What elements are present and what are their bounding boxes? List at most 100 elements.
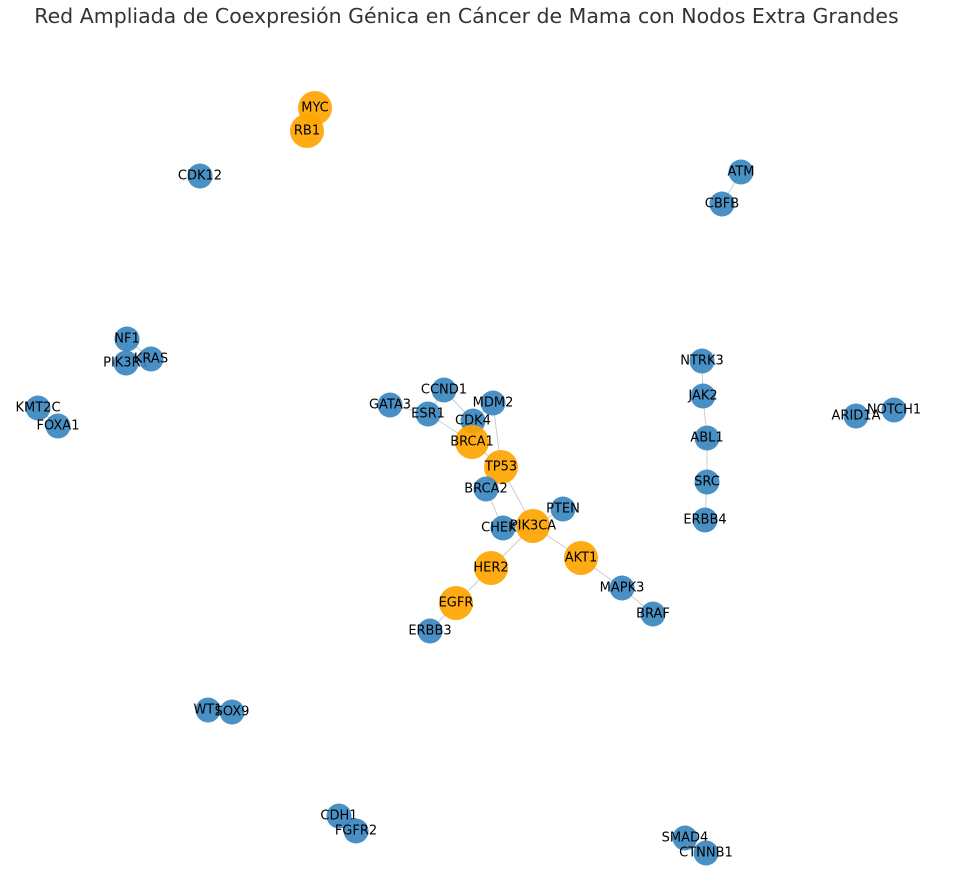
node-label-pik3ca: PIK3CA xyxy=(510,519,557,534)
node-label-src: SRC xyxy=(694,475,720,490)
node-cbfb: CBFB xyxy=(705,191,739,217)
node-circle-smad4 xyxy=(672,825,698,851)
node-label-rb1: RB1 xyxy=(294,124,320,139)
node-label-ccnd1: CCND1 xyxy=(421,383,467,398)
node-circle-rb1 xyxy=(290,114,324,148)
node-circle-brca2 xyxy=(473,476,499,502)
node-circle-cdh1 xyxy=(326,803,352,829)
node-circle-pik3ca xyxy=(516,509,550,543)
node-label-myc: MYC xyxy=(301,101,329,116)
node-kmt2c: KMT2C xyxy=(15,395,61,421)
node-label-chek2: CHEK2 xyxy=(481,521,525,536)
node-wt1: WT1 xyxy=(193,697,223,723)
node-circle-egfr xyxy=(439,586,473,620)
node-smad4: SMAD4 xyxy=(662,825,709,851)
node-egfr: EGFR xyxy=(439,586,474,620)
node-akt1: AKT1 xyxy=(564,541,598,575)
node-label-jak2: JAK2 xyxy=(687,389,717,404)
node-notch1: NOTCH1 xyxy=(867,397,921,423)
node-gata3: GATA3 xyxy=(369,392,411,418)
node-circle-atm xyxy=(728,159,754,185)
node-circle-ntrk3 xyxy=(689,348,715,374)
node-mapk3: MAPK3 xyxy=(600,575,645,601)
node-label-kmt2c: KMT2C xyxy=(15,401,60,416)
node-label-mdm2: MDM2 xyxy=(473,396,514,411)
node-circle-src xyxy=(694,469,720,495)
node-circle-kras xyxy=(138,346,164,372)
node-src: SRC xyxy=(694,469,720,495)
node-label-erbb3: ERBB3 xyxy=(408,624,451,639)
node-circle-chek2 xyxy=(490,515,516,541)
node-circle-arid1a xyxy=(843,403,869,429)
node-label-kras: KRAS xyxy=(134,352,168,367)
node-circle-sox9 xyxy=(219,699,245,725)
node-label-ntrk3: NTRK3 xyxy=(680,354,724,369)
node-circle-pik3r1 xyxy=(113,350,139,376)
node-label-pik3r1: PIK3R1 xyxy=(103,356,149,371)
node-label-erbb4: ERBB4 xyxy=(683,513,726,528)
node-circle-erbb3 xyxy=(417,618,443,644)
node-nf1: NF1 xyxy=(114,326,140,352)
node-sox9: SOX9 xyxy=(215,699,249,725)
node-label-smad4: SMAD4 xyxy=(662,831,709,846)
node-label-tp53: TP53 xyxy=(484,460,517,475)
node-label-nf1: NF1 xyxy=(114,332,139,347)
node-pik3ca: PIK3CA xyxy=(510,509,557,543)
node-label-braf: BRAF xyxy=(636,607,670,622)
node-label-pten: PTEN xyxy=(546,502,580,517)
node-circle-mdm2 xyxy=(480,390,506,416)
node-circle-pten xyxy=(550,496,576,522)
node-label-arid1a: ARID1A xyxy=(832,409,881,424)
node-circle-wt1 xyxy=(195,697,221,723)
node-circle-fgfr2 xyxy=(343,818,369,844)
node-label-abl1: ABL1 xyxy=(690,431,723,446)
node-foxa1: FOXA1 xyxy=(37,413,79,439)
node-label-esr1: ESR1 xyxy=(411,407,445,422)
node-circle-ccnd1 xyxy=(431,377,457,403)
node-brca1: BRCA1 xyxy=(450,425,494,459)
node-label-ctnnb1: CTNNB1 xyxy=(679,846,733,861)
node-circle-akt1 xyxy=(564,541,598,575)
node-circle-brca1 xyxy=(455,425,489,459)
node-pten: PTEN xyxy=(546,496,580,522)
node-braf: BRAF xyxy=(636,601,670,627)
node-label-fgfr2: FGFR2 xyxy=(335,824,377,839)
node-erbb4: ERBB4 xyxy=(683,507,727,533)
node-circle-cdk12 xyxy=(187,163,213,189)
node-label-brca2: BRCA2 xyxy=(464,482,508,497)
node-circle-tp53 xyxy=(484,450,518,484)
node-fgfr2: FGFR2 xyxy=(335,818,377,844)
node-circle-cbfb xyxy=(709,191,735,217)
node-circle-gata3 xyxy=(377,392,403,418)
node-chek2: CHEK2 xyxy=(481,515,525,541)
node-jak2: JAK2 xyxy=(687,383,718,409)
node-pik3r1: PIK3R1 xyxy=(103,350,149,376)
node-cdk12: CDK12 xyxy=(178,163,222,189)
node-label-cdk4: CDK4 xyxy=(455,414,491,429)
node-label-mapk3: MAPK3 xyxy=(600,581,645,596)
node-circle-her2 xyxy=(474,551,508,585)
node-mdm2: MDM2 xyxy=(473,390,514,416)
node-circle-nf1 xyxy=(114,326,140,352)
node-kras: KRAS xyxy=(134,346,168,372)
node-label-brca1: BRCA1 xyxy=(450,435,494,450)
node-label-atm: ATM xyxy=(727,165,754,180)
node-label-wt1: WT1 xyxy=(193,703,222,718)
node-circle-kmt2c xyxy=(25,395,51,421)
node-ntrk3: NTRK3 xyxy=(680,348,724,374)
node-ctnnb1: CTNNB1 xyxy=(679,840,733,866)
node-circle-notch1 xyxy=(881,397,907,423)
node-esr1: ESR1 xyxy=(411,401,445,427)
edge-layer xyxy=(37,107,895,854)
node-atm: ATM xyxy=(727,159,755,185)
graph-title: Red Ampliada de Coexpresión Génica en Cá… xyxy=(34,4,899,28)
node-cdh1: CDH1 xyxy=(320,803,358,829)
node-circle-erbb4 xyxy=(692,507,718,533)
node-circle-mapk3 xyxy=(609,575,635,601)
node-label-egfr: EGFR xyxy=(439,596,474,611)
node-label-her2: HER2 xyxy=(473,561,508,576)
node-circle-abl1 xyxy=(694,425,720,451)
node-arid1a: ARID1A xyxy=(832,403,881,429)
